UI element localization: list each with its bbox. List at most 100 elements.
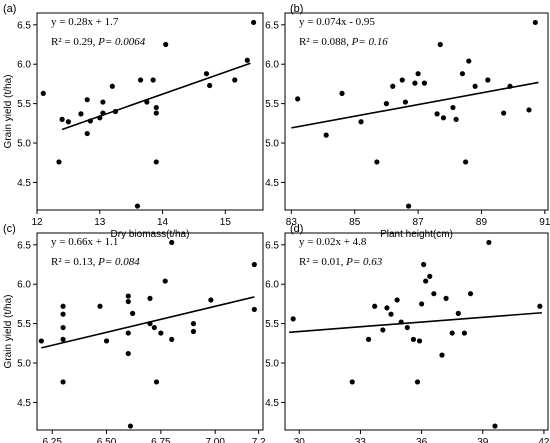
- panel-label: (b): [290, 3, 303, 15]
- data-point: [431, 291, 437, 297]
- data-point: [449, 330, 455, 336]
- data-point: [130, 310, 136, 316]
- data-point: [153, 104, 159, 111]
- data-point: [251, 261, 257, 268]
- data-point: [163, 41, 169, 48]
- data-point: [372, 303, 378, 309]
- data-point: [103, 338, 110, 344]
- data-point: [461, 330, 468, 336]
- regression-equation: y = 0.28x + 1.7: [51, 16, 119, 28]
- x-tick-label: 85: [349, 217, 361, 228]
- y-tick-label: 5.0: [265, 139, 279, 150]
- regression-equation: y = 0.02x + 4.8: [299, 236, 367, 248]
- x-tick-label: 89: [476, 217, 488, 228]
- data-point: [459, 71, 466, 77]
- y-tick-label: 5.0: [265, 359, 279, 370]
- y-tick-label: 6.5: [265, 20, 279, 31]
- x-tick-label: 14: [157, 217, 169, 228]
- data-point: [404, 324, 410, 331]
- data-point: [84, 130, 90, 137]
- data-point: [207, 82, 213, 89]
- y-axis-title: Grain yield (t/ha): [3, 295, 14, 369]
- data-point: [125, 350, 131, 357]
- data-point: [532, 19, 538, 26]
- data-point: [144, 99, 150, 105]
- data-point: [60, 336, 66, 342]
- data-point: [290, 316, 296, 322]
- data-point: [134, 203, 141, 209]
- data-point: [463, 159, 469, 165]
- x-tick-label: 33: [355, 437, 367, 443]
- plot-frame: [284, 12, 549, 211]
- data-point: [380, 327, 386, 333]
- data-point: [485, 77, 491, 83]
- data-point: [190, 321, 197, 327]
- data-point: [537, 303, 543, 309]
- data-point: [169, 336, 175, 342]
- data-point: [153, 379, 160, 385]
- plot-frame: [36, 12, 264, 211]
- panel-label: (c): [3, 223, 16, 235]
- data-point: [150, 77, 156, 83]
- x-tick-label: 39: [477, 437, 489, 443]
- data-point: [492, 423, 498, 429]
- data-point: [526, 107, 532, 113]
- y-tick-label: 6.5: [17, 20, 31, 31]
- data-point: [232, 77, 238, 83]
- data-point: [59, 116, 65, 122]
- y-tick-label: 6.0: [265, 60, 279, 71]
- panel-1: (a) y = 0.28x + 1.7 R² = 0.29, P= 0.0064 12…: [3, 3, 264, 240]
- regression-stats: R² = 0.01, P= 0.63: [299, 256, 383, 268]
- data-point: [418, 301, 425, 307]
- y-tick-label: 5.5: [17, 99, 31, 110]
- data-point: [84, 97, 90, 103]
- data-point: [147, 295, 153, 302]
- data-point: [87, 118, 93, 124]
- y-tick-label: 4.5: [17, 398, 31, 409]
- panel-3: (c) y = 0.66x + 1.1 R² = 0.13, P= 0.084 6.2…: [3, 223, 266, 443]
- data-point: [466, 58, 472, 64]
- data-point: [203, 71, 210, 77]
- plot-frame: [284, 232, 549, 431]
- panel-2: (b)y = 0.074x - 0.95 R² = 0.088, P= 0.16 8…: [265, 3, 550, 240]
- data-point: [365, 336, 372, 342]
- y-tick-label: 5.0: [17, 359, 31, 370]
- data-point: [383, 101, 389, 107]
- data-point: [421, 80, 428, 86]
- data-point: [414, 379, 421, 385]
- data-point: [410, 336, 417, 342]
- regression-stats: R² = 0.29, P= 0.0064: [51, 36, 146, 48]
- data-point: [190, 328, 197, 335]
- regression-stats: R² = 0.088, P= 0.16: [299, 36, 388, 48]
- x-tick-label: 42: [538, 437, 550, 443]
- x-tick-label: 15: [220, 217, 232, 228]
- data-point: [402, 99, 409, 105]
- data-point: [507, 83, 513, 89]
- data-point: [250, 19, 257, 26]
- regression-equation: y = 0.66x + 1.1: [51, 236, 118, 248]
- p-value: P= 0.63: [345, 256, 383, 268]
- data-point: [169, 239, 175, 246]
- data-point: [60, 324, 66, 331]
- x-tick-label: 36: [416, 437, 428, 443]
- x-tick-label: 13: [94, 217, 106, 228]
- data-point: [421, 261, 427, 268]
- x-axis-title: Dry biomass(t/ha): [111, 229, 190, 240]
- data-point: [40, 90, 46, 96]
- x-tick-label: 6.75: [151, 437, 171, 443]
- x-tick-label: 12: [31, 217, 43, 228]
- data-point: [455, 310, 461, 316]
- x-tick-label: 6.25: [42, 437, 62, 443]
- data-point: [147, 321, 153, 327]
- x-axis-title: Plant height(cm): [380, 229, 453, 240]
- data-point: [295, 96, 301, 102]
- data-point: [388, 311, 394, 317]
- data-point: [398, 319, 404, 325]
- data-point: [158, 330, 164, 336]
- data-point: [339, 90, 345, 96]
- data-point: [443, 295, 449, 302]
- data-point: [97, 303, 103, 309]
- y-tick-label: 6.5: [17, 240, 31, 251]
- p-value: P= 0.084: [97, 256, 140, 268]
